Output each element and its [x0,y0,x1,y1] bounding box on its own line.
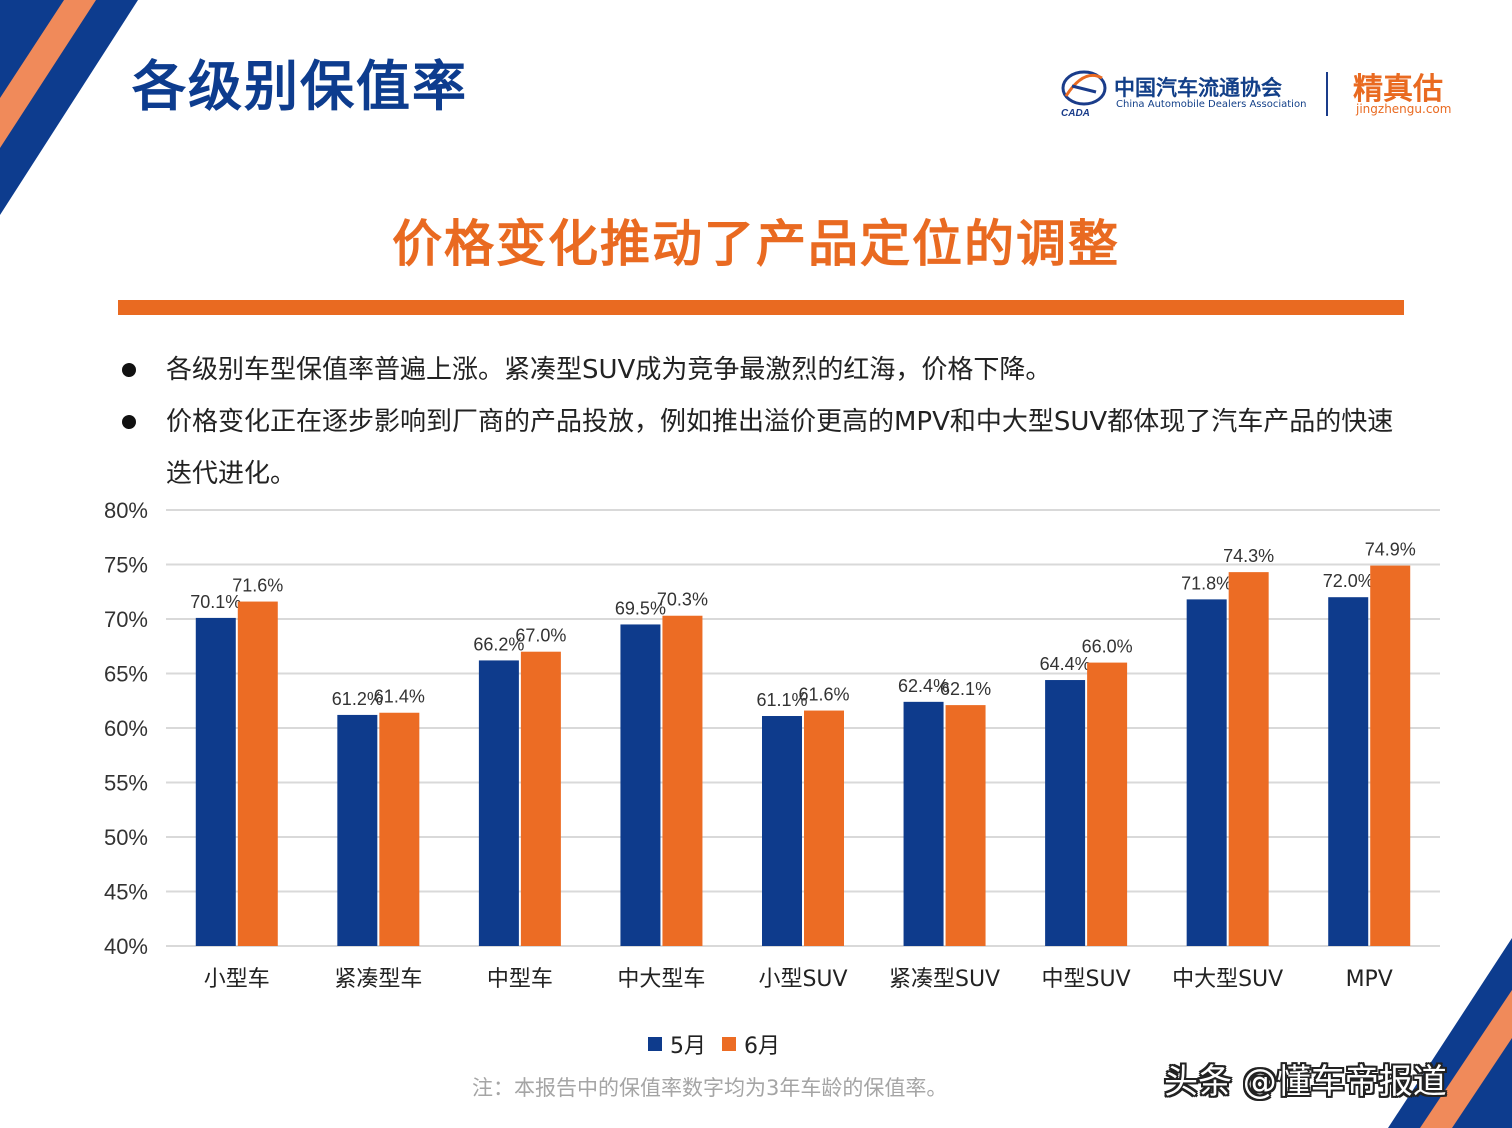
bar [945,705,986,946]
footnote: 注：本报告中的保值率数字均为3年车龄的保值率。 [472,1076,948,1100]
logo-divider [1326,72,1328,116]
bar [520,651,561,946]
data-label: 72.0% [1323,571,1374,591]
logo-bar: CADA 中国汽车流通协会 China Automobile Dealers A… [1058,62,1458,124]
data-label: 61.4% [374,687,425,707]
y-tick-label: 50% [104,825,148,850]
x-tick-label: 中大型SUV [1172,967,1283,992]
data-label: 66.2% [473,634,524,654]
y-tick-label: 65% [104,662,148,687]
bullet-text: 各级别车型保值率普遍上涨。紧凑型SUV成为竞争最激烈的红海，价格下降。 [166,355,1052,385]
y-tick-label: 45% [104,880,148,905]
corner-stripe-decoration [1388,938,1512,1128]
bar [662,615,703,946]
corner-stripe-decoration [0,0,138,215]
y-tick-label: 75% [104,553,148,578]
bar [1186,599,1227,946]
y-tick-label: 70% [104,607,148,632]
bar [620,624,661,946]
x-tick-label: 小型车 [204,967,270,992]
legend-swatch [722,1037,736,1051]
association-name-en: China Automobile Dealers Association [1116,99,1307,110]
bar [804,710,844,946]
data-label: 61.6% [798,685,849,705]
legend-label: 6月 [744,1034,780,1059]
bar [1087,662,1128,946]
bar [478,660,519,946]
association-name: 中国汽车流通协会 [1114,75,1282,100]
data-label: 61.2% [332,689,383,709]
data-label: 69.5% [615,598,666,618]
title-underline [118,300,1404,315]
data-label: 74.3% [1223,546,1274,566]
legend-item: 6月 [722,1028,780,1060]
data-label: 74.9% [1365,540,1416,560]
bullet-dot [122,363,136,377]
retention-rate-bar-chart: 40% 45% 50% 55% 60% 65% 70% 75% 80% 70.1%71.6% 小型车… [104,498,1440,992]
y-tick-label: 60% [104,716,148,741]
bar [903,701,944,946]
bar [1328,597,1369,946]
data-label: 62.4% [898,676,949,696]
bar [762,716,802,946]
data-label: 61.1% [756,690,807,710]
bullet-item: 价格变化正在逐步影响到厂商的产品投放，例如推出溢价更高的MPV和中大型SUV都体… [122,396,1396,500]
bar [1370,565,1411,946]
page-title: 各级别保值率 [132,55,468,118]
y-tick-label: 55% [104,771,148,796]
bar [1045,680,1086,946]
brand-name: 精真估 [1353,72,1443,107]
chart-legend: 5月 6月 [648,1029,780,1059]
x-tick-label: 中大型车 [617,967,705,992]
brand-domain: jingzhengu.com [1356,102,1452,116]
data-label: 71.6% [232,576,283,596]
x-tick-label: 紧凑型车 [334,967,422,992]
bullet-item: 各级别车型保值率普遍上涨。紧凑型SUV成为竞争最激烈的红海，价格下降。 [122,344,1396,396]
data-label: 66.0% [1082,637,1133,657]
data-label: 62.1% [940,679,991,699]
x-tick-label: 中型SUV [1042,967,1131,992]
bar [195,617,236,946]
x-tick-label: 小型SUV [758,967,847,992]
source-watermark: 头条 @懂车帝报道 [1164,1062,1447,1102]
y-tick-label: 80% [104,498,148,523]
data-label: 64.4% [1040,654,1091,674]
bar [1228,572,1269,946]
association-logo-icon: CADA [1061,70,1107,118]
data-label: 67.0% [515,626,566,646]
bar [379,712,420,946]
bullet-dot [122,415,136,429]
bullet-text: 价格变化正在逐步影响到厂商的产品投放，例如推出溢价更高的MPV和中大型SUV都体… [166,407,1394,489]
bar [237,601,278,946]
data-label: 70.1% [190,592,241,612]
legend-label: 5月 [670,1034,706,1059]
legend-item: 5月 [648,1028,706,1060]
data-label: 70.3% [657,590,708,610]
association-abbr: CADA [1061,108,1090,118]
slide-subtitle: 价格变化推动了产品定位的调整 [392,215,1120,273]
x-tick-label: 中型车 [487,967,553,992]
y-tick-label: 40% [104,934,148,959]
x-tick-label: 紧凑型SUV [889,967,1000,992]
data-label: 71.8% [1181,573,1232,593]
bar [337,714,378,946]
x-tick-label: MPV [1346,967,1393,992]
legend-swatch [648,1037,662,1051]
